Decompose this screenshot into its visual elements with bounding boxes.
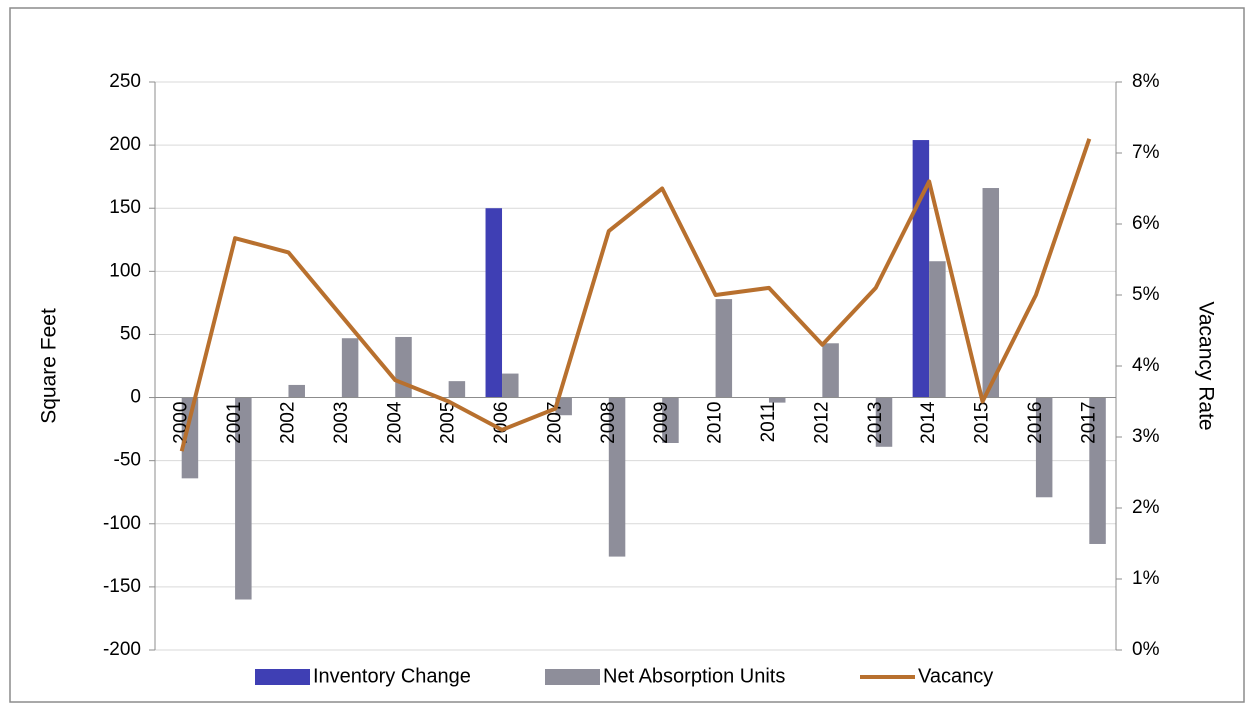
bar: [395, 336, 412, 398]
y2-tick-label: 5%: [1132, 284, 1160, 305]
y2-tick-label: 1%: [1132, 568, 1160, 589]
bar: [181, 397, 199, 479]
legend-label: Vacancy: [918, 665, 993, 687]
bar: [1089, 397, 1106, 544]
bar: [341, 338, 359, 398]
bar: [1035, 397, 1053, 498]
legend-label: Inventory Change: [313, 665, 471, 687]
y-tick-label: -200: [103, 639, 141, 660]
legend-label: Net Absorption Units: [603, 665, 785, 687]
legend-swatch: [545, 669, 600, 685]
chart-frame: [9, 7, 1245, 703]
x-tick-label: 2002: [277, 402, 298, 444]
y-tick-label: -50: [114, 450, 141, 471]
bar: [715, 299, 733, 398]
x-tick-label: 2008: [598, 402, 619, 444]
bar: [288, 384, 305, 398]
y2-tick-label: 2%: [1132, 497, 1160, 518]
y-tick-label: -100: [103, 513, 141, 534]
x-tick-label: 2014: [918, 401, 939, 444]
y2-tick-label: 6%: [1132, 213, 1160, 234]
bar: [662, 397, 679, 443]
y-tick-label: 50: [120, 323, 141, 344]
y-tick-label: 150: [109, 197, 141, 218]
x-tick-label: 2010: [705, 402, 726, 444]
y-tick-label: 250: [109, 71, 141, 92]
bar: [822, 343, 839, 398]
x-tick-label: 2015: [972, 402, 993, 444]
bar: [768, 397, 786, 403]
y2-tick-label: 3%: [1132, 426, 1160, 447]
x-tick-label: 2017: [1078, 402, 1099, 444]
y2-tick-label: 0%: [1132, 639, 1160, 660]
x-tick-label: 2003: [331, 402, 352, 444]
x-tick-label: 2012: [811, 402, 832, 444]
bar: [912, 140, 930, 398]
bar: [875, 397, 893, 447]
y-axis-title: Square Feet: [38, 308, 61, 424]
legend-swatch: [255, 669, 310, 685]
bar: [608, 397, 626, 557]
bar: [929, 261, 946, 398]
y-tick-label: 200: [109, 134, 141, 155]
y2-tick-label: 4%: [1132, 355, 1160, 376]
y2-tick-label: 8%: [1132, 71, 1160, 92]
y-tick-label: -150: [103, 576, 141, 597]
x-tick-label: 2001: [224, 402, 245, 444]
x-tick-label: 2016: [1025, 402, 1046, 444]
x-tick-label: 2013: [865, 402, 886, 444]
y2-axis-title: Vacancy Rate: [1194, 301, 1217, 430]
line: [179, 138, 1092, 452]
bar: [982, 188, 1000, 398]
y-tick-label: 0: [130, 387, 141, 408]
y2-tick-label: 7%: [1132, 142, 1160, 163]
x-tick-label: 2005: [438, 402, 459, 444]
bar: [502, 373, 519, 398]
x-tick-label: 2009: [651, 402, 672, 444]
bar: [448, 381, 466, 398]
x-tick-label: 2004: [384, 401, 405, 444]
bar: [235, 397, 252, 600]
bar: [555, 397, 572, 416]
x-tick-label: 2011: [758, 402, 779, 443]
y-tick-label: 100: [109, 260, 141, 281]
bar: [485, 208, 503, 398]
x-tick-label: 2006: [491, 402, 512, 444]
